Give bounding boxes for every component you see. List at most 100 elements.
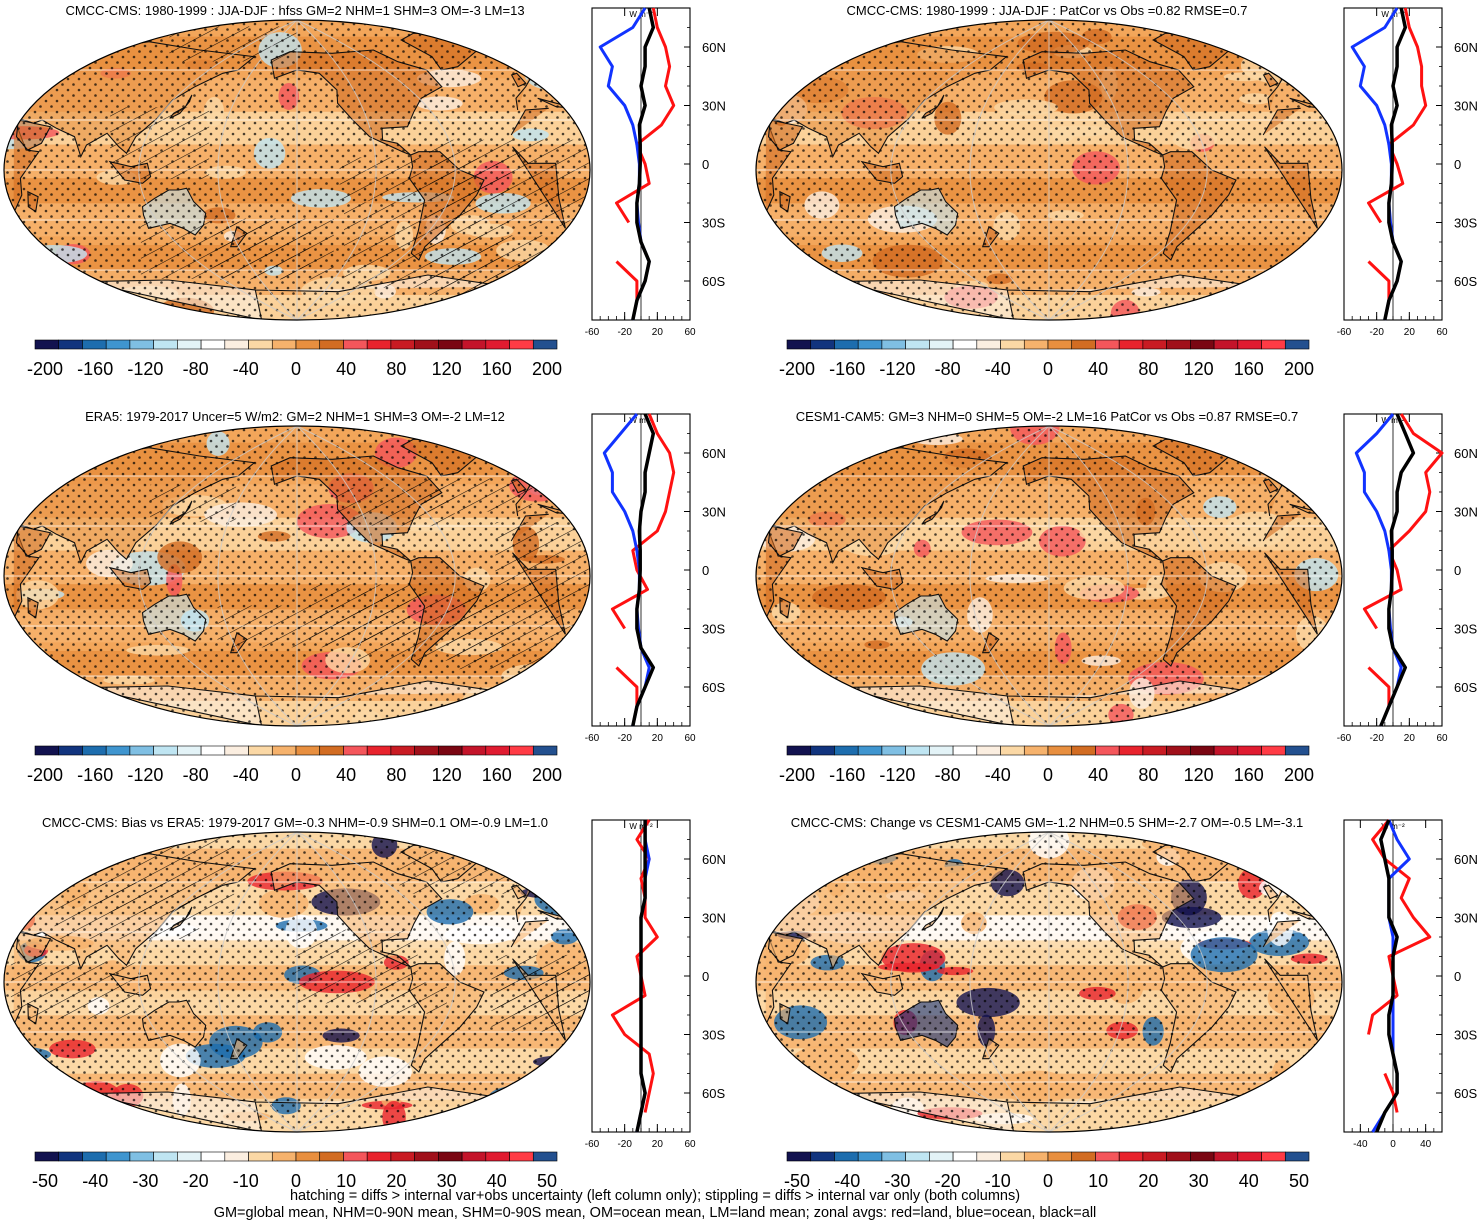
panel-title: CESM1-CAM5: GM=3 NHM=0 SHM=5 OM=-2 LM=16… xyxy=(796,409,1299,424)
colorbar-box xyxy=(952,1151,978,1162)
zonal-lat-label: 60N xyxy=(1454,40,1478,55)
zonal-series-all xyxy=(631,7,656,321)
zonal-units-label: W m⁻² xyxy=(629,822,653,831)
zonal-x-tick-label: -60 xyxy=(585,733,600,744)
map-blob xyxy=(474,426,546,443)
hatch-region xyxy=(370,981,447,1014)
colorbar-tick-label: 0 xyxy=(1043,765,1053,785)
panel-title: ERA5: 1979-2017 Uncer=5 W/m2: GM=2 NHM=1… xyxy=(85,409,505,424)
colorbar-box xyxy=(34,339,60,350)
graticule-lon xyxy=(890,832,1050,1132)
map-blob xyxy=(474,20,516,48)
zonal-x-tick-label: -20 xyxy=(617,733,632,744)
colorbar-box xyxy=(461,1151,487,1162)
colorbar-box xyxy=(485,1151,510,1162)
colorbar-box xyxy=(881,339,906,350)
colorbar-box xyxy=(34,1151,60,1162)
colorbar-box xyxy=(1261,745,1286,756)
map-blob xyxy=(756,678,774,710)
panel-p4: CESM1-CAM5: GM=3 NHM=0 SHM=5 OM=-2 LM=16… xyxy=(755,409,1478,785)
map-blob xyxy=(32,271,87,282)
colorbar-box xyxy=(153,1151,178,1162)
zonal-x-tick-label: 60 xyxy=(684,733,696,744)
colorbar-tick-label: 0 xyxy=(1043,359,1053,379)
colorbar-tick-label: -200 xyxy=(27,765,63,785)
colorbar-tick-label: 80 xyxy=(1138,765,1158,785)
graticule-lon xyxy=(296,832,456,1132)
colorbar-box xyxy=(1095,1151,1120,1162)
colorbar-box xyxy=(1190,745,1215,756)
colorbar-box xyxy=(177,745,202,756)
zonal-lat-label: 30S xyxy=(1454,216,1477,231)
colorbar-tick-label: -160 xyxy=(829,359,865,379)
zonal-lat-label: 0 xyxy=(702,969,709,984)
colorbar-box xyxy=(1023,339,1049,350)
zonal-units-label: W m⁻² xyxy=(1381,416,1405,425)
graticule-lon xyxy=(1048,426,1208,726)
colorbar-tick-label: -40 xyxy=(82,1171,108,1191)
colorbar-box xyxy=(857,1151,883,1162)
map-blob xyxy=(806,295,848,320)
colorbar-tick-label: -200 xyxy=(27,359,63,379)
zonal-lat-label: 0 xyxy=(1454,563,1461,578)
colorbar-box xyxy=(461,339,487,350)
colorbar-box xyxy=(319,745,344,756)
panel-p3: ERA5: 1979-2017 Uncer=5 W/m2: GM=2 NHM=1… xyxy=(3,409,726,785)
colorbar-box xyxy=(1000,1151,1025,1162)
colorbar-tick-label: 0 xyxy=(291,359,301,379)
graticule-lon xyxy=(217,832,298,1132)
graticule-lon xyxy=(969,426,1050,726)
colorbar-box xyxy=(1261,1151,1286,1162)
colorbar-box xyxy=(857,339,883,350)
colorbar-tick-label: -40 xyxy=(233,765,259,785)
colorbar-tick-label: -50 xyxy=(784,1171,810,1191)
colorbar-box xyxy=(810,745,835,756)
colorbar-box xyxy=(1166,745,1191,756)
graticule-lon xyxy=(1048,832,1129,1132)
colorbar-tick-label: 200 xyxy=(532,765,562,785)
zonal-series-all xyxy=(631,413,656,727)
zonal-lat-label: 30S xyxy=(702,622,725,637)
zonal-x-tick-label: -60 xyxy=(1337,327,1352,338)
colorbar-box xyxy=(1071,1151,1096,1162)
hatch-region xyxy=(491,969,590,1032)
zonal-lat-label: 0 xyxy=(702,563,709,578)
colorbar-box xyxy=(1166,1151,1191,1162)
map-blob xyxy=(1220,20,1245,50)
colorbar-box xyxy=(786,1151,812,1162)
colorbar-tick-label: 40 xyxy=(1088,765,1108,785)
map-blob xyxy=(807,28,875,41)
colorbar-box xyxy=(509,745,534,756)
colorbar-box xyxy=(438,745,463,756)
map-blob xyxy=(19,877,62,890)
zonal-lat-label: 60N xyxy=(702,852,726,867)
colorbar-tick-label: 30 xyxy=(437,1171,457,1191)
colorbar-box xyxy=(1118,339,1144,350)
zonal-series-land xyxy=(610,413,676,707)
zonal-lat-label: 30S xyxy=(1454,622,1477,637)
zonal-lat-label: 30N xyxy=(702,911,726,926)
colorbar-box xyxy=(319,339,344,350)
zonal-x-tick-label: 60 xyxy=(1436,327,1448,338)
colorbar-box xyxy=(82,1151,107,1162)
colorbar-box xyxy=(810,339,835,350)
zonal-lat-label: 30N xyxy=(1454,99,1478,114)
graticule-lon xyxy=(296,20,377,320)
colorbar-box xyxy=(1095,745,1120,756)
colorbar-box xyxy=(1237,745,1262,756)
graticule-lon xyxy=(138,426,298,726)
colorbar-box xyxy=(200,745,226,756)
colorbar-box xyxy=(834,339,859,350)
zonal-lat-label: 60S xyxy=(702,274,725,289)
colorbar-box xyxy=(58,339,83,350)
map-border xyxy=(3,19,591,321)
colorbar-box xyxy=(105,745,131,756)
colorbar-box xyxy=(1284,1151,1310,1162)
map-field xyxy=(4,20,590,320)
map-field xyxy=(756,426,1342,726)
graticule-lon xyxy=(890,426,1050,726)
